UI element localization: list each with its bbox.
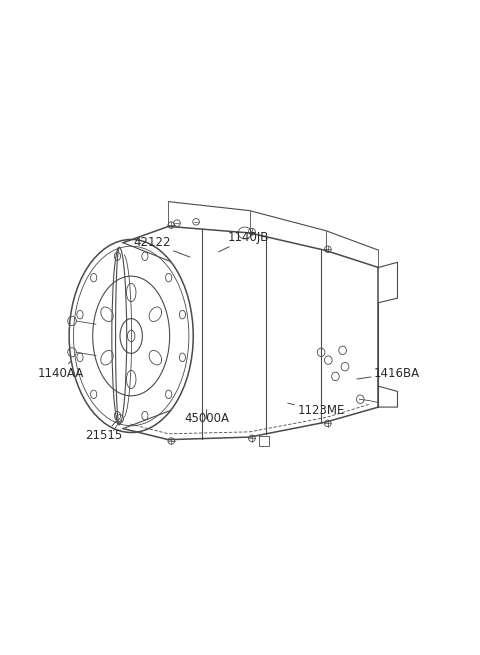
Text: 42122: 42122 xyxy=(133,236,190,257)
Text: 1140JB: 1140JB xyxy=(218,231,269,252)
Text: 1123ME: 1123ME xyxy=(288,403,345,417)
Text: 45000A: 45000A xyxy=(184,409,229,425)
Text: 21515: 21515 xyxy=(85,421,122,441)
Text: 1140AA: 1140AA xyxy=(37,362,84,380)
Text: 1416BA: 1416BA xyxy=(357,367,420,380)
